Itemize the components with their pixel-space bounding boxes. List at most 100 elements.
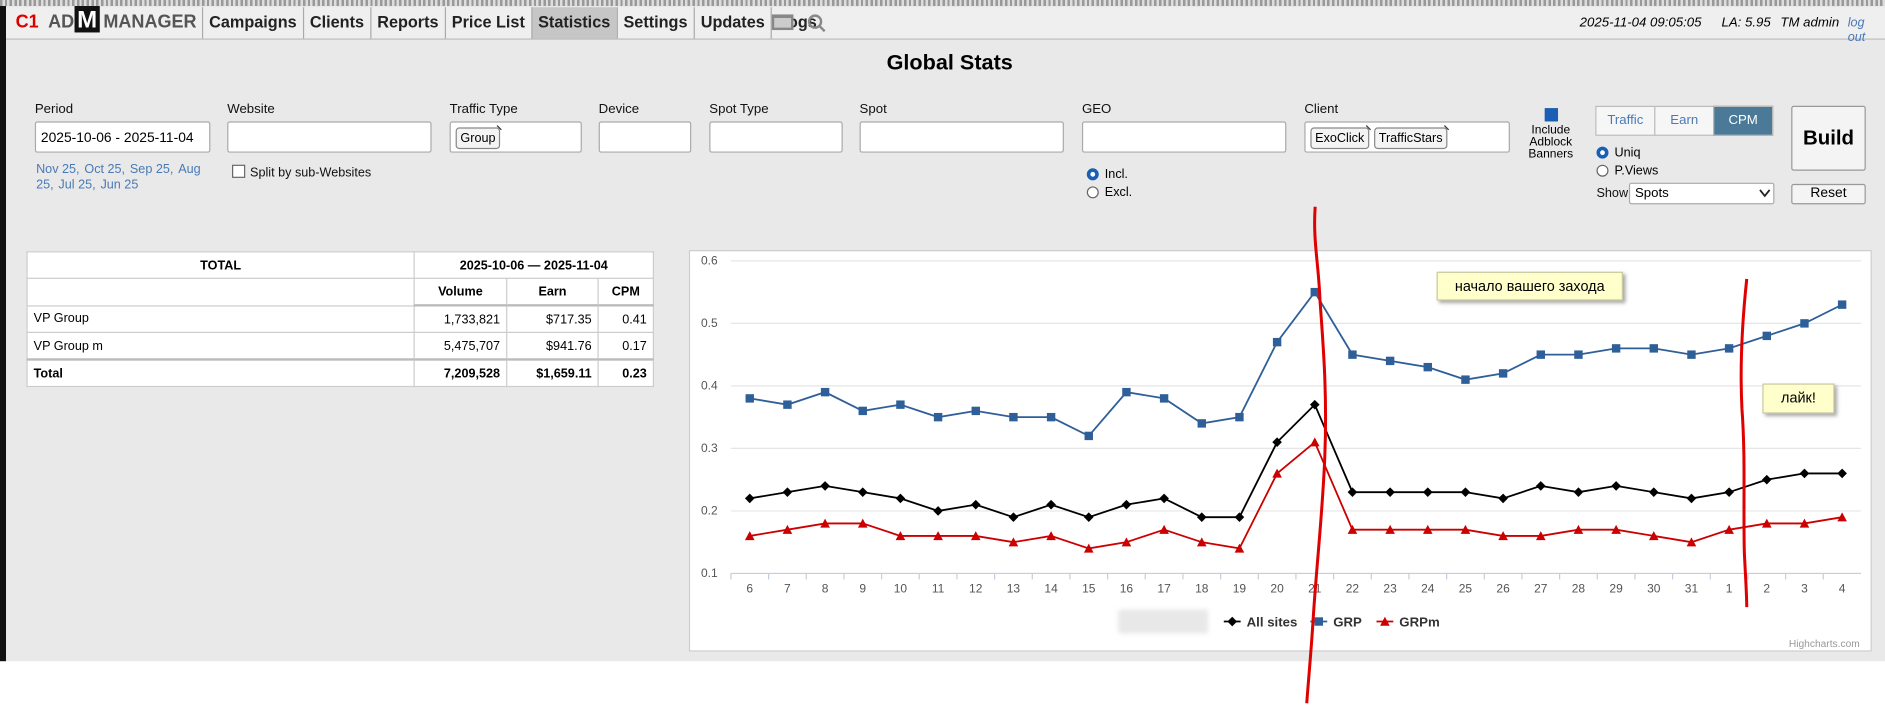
table-cell: 0.23 xyxy=(597,358,654,388)
tag[interactable]: Group xyxy=(455,125,502,150)
period-link[interactable]: Nov 25, xyxy=(36,162,80,177)
radio-row: Excl. xyxy=(1086,183,1132,201)
x-tick-label: 24 xyxy=(1421,582,1435,596)
tag-remove[interactable] xyxy=(1439,125,1450,135)
marker xyxy=(1084,431,1093,441)
tag-remove[interactable] xyxy=(492,125,502,135)
logout-link[interactable]: log out xyxy=(1847,15,1866,45)
table-cell: VP Group xyxy=(26,304,415,333)
marker xyxy=(744,531,755,541)
radio[interactable] xyxy=(1086,167,1099,180)
radio[interactable] xyxy=(1596,146,1609,159)
x-tick-label: 20 xyxy=(1270,582,1284,596)
marker xyxy=(1423,362,1432,372)
radio[interactable] xyxy=(1086,185,1099,198)
website-input[interactable] xyxy=(227,121,432,153)
x-tick-label: 4 xyxy=(1839,582,1846,596)
tag[interactable]: ExoClick xyxy=(1310,125,1371,150)
mode-buttons: Traffic Earn CPM xyxy=(1595,105,1774,136)
marker xyxy=(1197,419,1206,428)
show-select[interactable]: Spots xyxy=(1628,182,1775,205)
x-tick-label: 22 xyxy=(1346,582,1360,596)
marker xyxy=(1535,481,1546,491)
traffic-type-input[interactable]: Group xyxy=(449,121,582,153)
x-tick-label: 25 xyxy=(1459,582,1473,596)
marker xyxy=(1837,300,1847,309)
marker xyxy=(1385,356,1395,366)
marker xyxy=(1536,350,1545,359)
period-link[interactable]: Jul 25, xyxy=(58,177,96,193)
mode-button[interactable]: Traffic xyxy=(1595,105,1656,136)
spot-input[interactable] xyxy=(859,121,1064,153)
table-header: 2025-10-06 — 2025-11-04 xyxy=(413,251,654,279)
radio-row: Uniq xyxy=(1596,143,1658,161)
geo-input[interactable] xyxy=(1081,121,1287,153)
x-tick-label: 13 xyxy=(1007,582,1021,596)
checkbox[interactable] xyxy=(232,164,246,178)
reset-button[interactable]: Reset xyxy=(1791,183,1866,205)
mode-button[interactable]: Earn xyxy=(1654,105,1715,136)
marker xyxy=(933,412,943,422)
y-tick-label: 0.2 xyxy=(701,504,718,518)
radio-label: Uniq xyxy=(1614,144,1641,160)
menu-item[interactable]: Settings xyxy=(616,7,693,39)
marker xyxy=(857,518,868,528)
mode-button[interactable]: CPM xyxy=(1713,105,1774,136)
menu-item[interactable]: Clients xyxy=(302,7,370,39)
spot-type-input[interactable] xyxy=(709,121,843,153)
radio[interactable] xyxy=(1596,164,1609,177)
marker xyxy=(1573,524,1584,534)
period-link[interactable]: Sep 25, xyxy=(129,162,174,177)
period-link[interactable]: Aug 25, xyxy=(36,162,201,193)
marker xyxy=(1121,537,1132,547)
annotation: лайк! xyxy=(1762,383,1835,414)
device-input[interactable] xyxy=(598,121,692,153)
marker xyxy=(782,524,793,534)
x-tick-label: 9 xyxy=(859,582,866,596)
x-tick-label: 12 xyxy=(969,582,983,596)
menu-item[interactable]: Updates xyxy=(693,7,771,39)
menu-item[interactable]: Price List xyxy=(444,7,531,39)
tag[interactable]: TrafficStars xyxy=(1373,125,1450,150)
radio-row: Incl. xyxy=(1086,165,1132,183)
checkbox-checked[interactable] xyxy=(1544,108,1559,122)
x-tick-label: 21 xyxy=(1308,582,1322,596)
marker xyxy=(933,506,943,516)
legend-blurred-item xyxy=(1118,609,1209,634)
build-button[interactable]: Build xyxy=(1791,105,1866,171)
period-link[interactable]: Oct 25, xyxy=(84,162,126,177)
period-link[interactable]: Jun 25 xyxy=(100,177,139,193)
x-tick-label: 14 xyxy=(1044,582,1058,596)
menu-item[interactable]: Campaigns xyxy=(201,7,303,39)
x-tick-label: 3 xyxy=(1801,582,1808,596)
marker xyxy=(1009,412,1018,422)
x-tick-label: 27 xyxy=(1534,582,1548,596)
marker xyxy=(1159,493,1169,504)
marker xyxy=(1309,437,1320,447)
marker xyxy=(820,518,830,528)
tag-remove[interactable] xyxy=(1361,125,1371,135)
radio-row: P.Views xyxy=(1596,161,1658,179)
marker xyxy=(1498,493,1508,504)
marker xyxy=(895,493,906,504)
period-input[interactable]: 2025-10-06 - 2025-11-04 xyxy=(34,121,211,153)
marker xyxy=(896,400,905,409)
marker xyxy=(1385,487,1395,497)
checkbox-label: Split by sub-Websites xyxy=(250,165,372,181)
client-input[interactable]: ExoClick TrafficStars xyxy=(1304,121,1510,153)
menu-item[interactable]: Reports xyxy=(370,7,445,39)
table-subheader-row: Volume Earn CPM xyxy=(26,277,654,307)
marker xyxy=(820,481,830,491)
marker xyxy=(782,487,793,497)
marker xyxy=(1498,369,1508,378)
legend-label: All sites xyxy=(1247,614,1298,629)
x-tick-label: 19 xyxy=(1233,582,1247,596)
menu-item[interactable]: Statistics xyxy=(530,7,617,39)
marker xyxy=(1686,537,1697,547)
search-icon[interactable] xyxy=(807,14,823,29)
credits: Highcharts.com xyxy=(1789,639,1860,650)
series-line xyxy=(749,290,1843,438)
marker xyxy=(970,531,981,541)
